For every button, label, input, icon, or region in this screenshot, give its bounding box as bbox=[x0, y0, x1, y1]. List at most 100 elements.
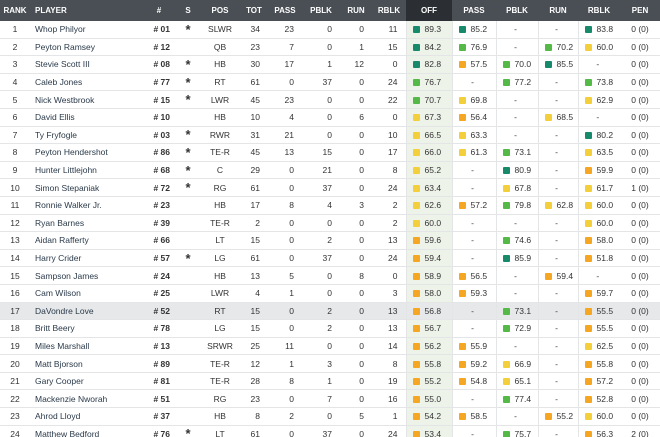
cell[interactable]: Aidan Rafferty bbox=[30, 231, 142, 250]
column-header[interactable]: RBLK bbox=[372, 0, 406, 21]
column-header[interactable]: PASS bbox=[268, 0, 302, 21]
player-row[interactable]: 2 Peyton Ramsey # 12 QB 23 7 0 1 15 84.2 76.9 - 70.2… bbox=[0, 38, 660, 57]
cell-text: 0 bbox=[359, 94, 364, 105]
cell[interactable]: Ahrod Lloyd bbox=[30, 407, 142, 426]
player-row[interactable]: 19 Miles Marshall # 13 SRWR 25 11 0 0 14 56.2 55.9… bbox=[0, 337, 660, 356]
column-header[interactable]: POS bbox=[200, 0, 240, 21]
player-row[interactable]: 23 Ahrod Lloyd # 37 HB 8 2 0 5 1 54.2 58.5 - 55.2 60.… bbox=[0, 407, 660, 426]
cell[interactable]: Simon Stepaniak bbox=[30, 178, 142, 197]
player-row[interactable]: 24 Matthew Bedford # 76 * LT 61 0 37 0 24 53.4 - 75.… bbox=[0, 425, 660, 437]
cell-text: 11 bbox=[285, 340, 294, 351]
cell-text: 0 (0) bbox=[631, 77, 649, 88]
cell bbox=[176, 354, 200, 373]
column-header[interactable]: TOT bbox=[240, 0, 268, 21]
column-header[interactable]: PEN bbox=[620, 0, 660, 21]
column-header[interactable]: # bbox=[142, 0, 176, 21]
cell[interactable]: Ronnie Walker Jr. bbox=[30, 196, 142, 215]
cell-text: # 08 bbox=[153, 59, 170, 70]
cell[interactable]: Hunter Littlejohn bbox=[30, 161, 142, 180]
player-row[interactable]: 20 Matt Bjorson # 89 TE-R 12 1 3 0 8 55.8 59.2 66.9… bbox=[0, 354, 660, 373]
cell: 68.5 bbox=[537, 108, 578, 127]
column-header[interactable]: PASS bbox=[452, 0, 496, 21]
cell: 17 bbox=[0, 302, 30, 321]
cell: 0 bbox=[268, 161, 302, 180]
cell[interactable]: DaVondre Love bbox=[30, 302, 142, 321]
cell-text: TE-R bbox=[210, 376, 230, 387]
cell: 37 bbox=[302, 249, 340, 268]
grade-box bbox=[412, 43, 420, 51]
column-header[interactable]: RANK bbox=[0, 0, 30, 21]
cell[interactable]: Gary Cooper bbox=[30, 372, 142, 391]
grade-value: - bbox=[514, 94, 517, 105]
cell-text: 2 bbox=[392, 217, 398, 228]
player-row[interactable]: 3 Stevie Scott III # 08 * HB 30 17 1 12 0 82.8 57.5… bbox=[0, 55, 660, 74]
player-row[interactable]: 10 Simon Stepaniak # 72 * RG 61 0 37 0 24 63.4 - 67.… bbox=[0, 178, 660, 197]
cell[interactable]: Miles Marshall bbox=[30, 337, 142, 356]
cell-text: # 66 bbox=[153, 235, 170, 246]
cell: 15 bbox=[240, 319, 268, 338]
column-header[interactable]: PBLK bbox=[302, 0, 340, 21]
cell: # 39 bbox=[142, 214, 176, 233]
cell: 30 bbox=[240, 55, 268, 74]
cell: 0 bbox=[268, 249, 302, 268]
cell[interactable]: Cam Wilson bbox=[30, 284, 142, 303]
cell[interactable]: Stevie Scott III bbox=[30, 55, 142, 74]
cell[interactable]: Matt Bjorson bbox=[30, 354, 142, 373]
cell[interactable]: Ryan Barnes bbox=[30, 214, 142, 233]
cell[interactable]: Nick Westbrook bbox=[30, 90, 142, 109]
player-row[interactable]: 16 Cam Wilson # 25 LWR 4 1 0 0 3 58.0 59.3 - - 59.7 0 … bbox=[0, 284, 660, 303]
cell[interactable]: Caleb Jones bbox=[30, 73, 142, 92]
column-header[interactable]: PBLK bbox=[496, 0, 538, 21]
cell-text: 12 bbox=[10, 217, 20, 228]
player-row[interactable]: 15 Sampson James # 24 HB 13 5 0 8 0 58.9 56.5 - 59.4… bbox=[0, 266, 660, 285]
cell[interactable]: Peyton Ramsey bbox=[30, 38, 142, 57]
cell: 63.3 bbox=[451, 126, 496, 145]
cell-text: 3 bbox=[327, 358, 332, 369]
cell-text: 0 (0) bbox=[631, 235, 649, 246]
cell[interactable]: David Ellis bbox=[30, 108, 142, 127]
grade-box bbox=[412, 272, 420, 280]
cell-text: 2 bbox=[289, 411, 294, 422]
grade-value: 55.8 bbox=[424, 358, 442, 369]
player-row[interactable]: 17 DaVondre Love # 52 RT 15 0 2 0 13 56.8 - 73.1 - 55… bbox=[0, 302, 660, 321]
column-header[interactable]: RUN bbox=[340, 0, 372, 21]
player-row[interactable]: 18 Britt Beery # 78 LG 15 0 2 0 13 56.7 - 72.9 - 55.5… bbox=[0, 319, 660, 338]
cell[interactable]: Britt Beery bbox=[30, 319, 142, 338]
column-header[interactable]: PLAYER bbox=[30, 0, 142, 21]
player-row[interactable]: 6 David Ellis # 10 HB 10 4 0 6 0 67.3 56.4 - 68.5 - 0 … bbox=[0, 108, 660, 127]
player-row[interactable]: 13 Aidan Rafferty # 66 LT 15 0 2 0 13 59.6 - 74.6 - 5… bbox=[0, 231, 660, 250]
player-row[interactable]: 12 Ryan Barnes # 39 TE-R 2 0 0 0 2 60.0 - - - 60.0 0 (… bbox=[0, 214, 660, 233]
cell: 1 bbox=[372, 407, 406, 426]
grade-box bbox=[412, 184, 420, 192]
player-row[interactable]: 7 Ty Fryfogle # 03 * RWR 31 21 0 0 10 66.5 63.3 - - 80… bbox=[0, 126, 660, 145]
cell[interactable]: Harry Crider bbox=[30, 249, 142, 268]
column-header[interactable]: S bbox=[176, 0, 200, 21]
player-row[interactable]: 11 Ronnie Walker Jr. # 23 HB 17 8 4 3 2 62.6 57.2 7… bbox=[0, 196, 660, 215]
cell: LWR bbox=[200, 284, 240, 303]
player-row[interactable]: 21 Gary Cooper # 81 TE-R 28 8 1 0 19 55.2 54.8 65.1… bbox=[0, 372, 660, 391]
grade-value: 66.5 bbox=[424, 129, 442, 140]
cell[interactable]: Peyton Hendershot bbox=[30, 143, 142, 162]
player-row[interactable]: 9 Hunter Littlejohn # 68 * C 29 0 21 0 8 65.2 - 80.9… bbox=[0, 161, 660, 180]
cell[interactable]: Ty Fryfogle bbox=[30, 126, 142, 145]
player-row[interactable]: 8 Peyton Hendershot # 86 * TE-R 45 13 15 0 17 66.0… bbox=[0, 143, 660, 162]
cell[interactable]: Sampson James bbox=[30, 266, 142, 285]
column-header[interactable]: RBLK bbox=[578, 0, 620, 21]
player-row[interactable]: 5 Nick Westbrook # 15 * LWR 45 23 0 0 22 70.7 69.8 -… bbox=[0, 90, 660, 109]
cell: SRWR bbox=[200, 337, 240, 356]
cell[interactable]: Mackenzie Nworah bbox=[30, 389, 142, 409]
cell[interactable]: Whop Philyor bbox=[30, 21, 142, 39]
grade-box bbox=[502, 430, 510, 437]
player-row[interactable]: 14 Harry Crider # 57 * LG 61 0 37 0 24 59.4 - 85.9 - 5… bbox=[0, 249, 660, 268]
cell[interactable]: Matthew Bedford bbox=[30, 425, 142, 437]
cell-text: 0 bbox=[359, 129, 364, 140]
cell bbox=[176, 108, 200, 127]
player-row[interactable]: 4 Caleb Jones # 77 * RT 61 0 37 0 24 76.7 - 77.2 - 73.… bbox=[0, 73, 660, 92]
player-row[interactable]: 22 Mackenzie Nworah # 51 RG 23 0 7 0 16 55.0 - 77.4… bbox=[0, 389, 660, 409]
cell-text: # 52 bbox=[153, 305, 170, 316]
player-row[interactable]: 1 Whop Philyor # 01 * SLWR 34 23 0 0 11 89.3 85.2 - -… bbox=[0, 21, 660, 39]
column-header[interactable]: OFF bbox=[406, 0, 452, 21]
column-header[interactable]: RUN bbox=[538, 0, 578, 21]
cell-text: 1 bbox=[289, 358, 294, 369]
grade-box bbox=[502, 79, 510, 87]
